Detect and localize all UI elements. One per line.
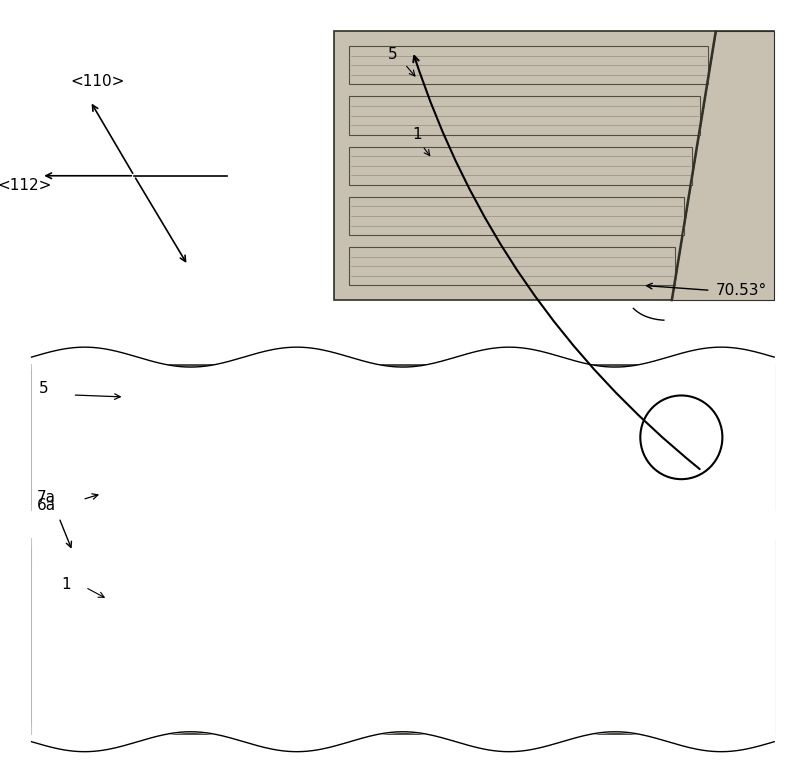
Bar <box>122 416 695 424</box>
Bar <box>109 709 705 717</box>
Bar <box>109 635 705 643</box>
Text: 1: 1 <box>413 127 422 142</box>
Text: 5: 5 <box>388 47 398 62</box>
Bar <box>122 446 695 453</box>
Bar <box>122 378 695 385</box>
Bar <box>109 593 705 601</box>
Text: <112>: <112> <box>0 178 52 193</box>
Bar <box>31 365 774 509</box>
Bar <box>108 550 706 724</box>
Bar <box>122 377 696 498</box>
Text: 70.53°: 70.53° <box>715 283 767 298</box>
Bar <box>109 667 705 675</box>
Bar <box>109 677 705 686</box>
Bar <box>122 407 695 414</box>
Bar <box>109 688 705 696</box>
Polygon shape <box>671 31 774 300</box>
Bar <box>349 247 675 286</box>
Bar <box>109 561 705 570</box>
Text: 1: 1 <box>61 577 70 592</box>
Bar <box>349 197 684 235</box>
Bar <box>696 365 774 509</box>
Bar <box>122 398 695 405</box>
Bar <box>109 582 705 591</box>
Bar <box>109 572 705 580</box>
Bar <box>122 388 695 396</box>
Bar <box>31 539 774 734</box>
Text: 6a: 6a <box>37 498 55 512</box>
Bar <box>109 604 705 611</box>
Bar <box>349 97 700 135</box>
Bar <box>109 656 705 664</box>
Bar <box>349 46 708 84</box>
Bar <box>122 436 695 444</box>
Bar <box>31 365 124 509</box>
Bar <box>122 474 695 482</box>
Bar <box>109 646 705 654</box>
Bar <box>31 485 100 505</box>
Bar <box>349 146 692 185</box>
Bar <box>31 547 95 565</box>
Text: 7a: 7a <box>37 490 55 505</box>
Bar <box>109 550 705 559</box>
Bar <box>122 455 695 463</box>
Polygon shape <box>31 550 110 724</box>
Polygon shape <box>31 370 124 505</box>
Bar <box>109 625 705 632</box>
Bar <box>109 699 705 707</box>
Text: 5: 5 <box>39 381 49 396</box>
Bar <box>122 426 695 433</box>
Bar <box>334 31 774 300</box>
Bar <box>706 539 774 734</box>
Bar <box>122 465 695 472</box>
Bar <box>122 485 695 491</box>
Text: <110>: <110> <box>70 74 125 89</box>
Bar <box>109 614 705 622</box>
